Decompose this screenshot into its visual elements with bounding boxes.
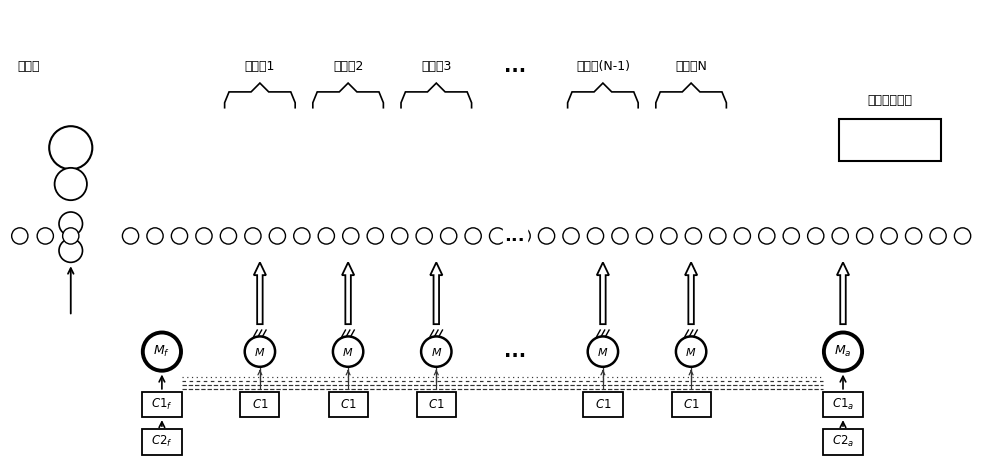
Text: 精札机: 精札机 xyxy=(18,60,40,73)
Circle shape xyxy=(441,228,457,244)
Circle shape xyxy=(421,336,451,367)
Circle shape xyxy=(832,228,848,244)
Circle shape xyxy=(37,228,53,244)
Text: 辗道组3: 辗道组3 xyxy=(421,60,451,73)
Polygon shape xyxy=(342,263,354,324)
Circle shape xyxy=(930,228,946,244)
Circle shape xyxy=(269,228,286,244)
Polygon shape xyxy=(430,263,442,324)
Text: $C1$: $C1$ xyxy=(340,398,356,411)
Circle shape xyxy=(676,336,706,367)
Circle shape xyxy=(416,228,432,244)
Bar xyxy=(839,119,941,161)
Circle shape xyxy=(759,228,775,244)
Text: $C1$: $C1$ xyxy=(683,398,699,411)
Circle shape xyxy=(245,336,275,367)
Circle shape xyxy=(59,212,83,235)
Text: 辗道组N: 辗道组N xyxy=(675,60,707,73)
Text: $M$: $M$ xyxy=(431,345,442,358)
Circle shape xyxy=(538,228,555,244)
Circle shape xyxy=(905,228,922,244)
Circle shape xyxy=(196,228,212,244)
Circle shape xyxy=(49,126,92,169)
Circle shape xyxy=(63,228,79,244)
Bar xyxy=(583,392,622,417)
Bar xyxy=(417,392,456,417)
Circle shape xyxy=(143,332,181,371)
Bar xyxy=(142,429,182,454)
Circle shape xyxy=(59,239,83,263)
Text: $M$: $M$ xyxy=(342,345,354,358)
Text: $M$: $M$ xyxy=(254,345,266,358)
Circle shape xyxy=(465,228,481,244)
Polygon shape xyxy=(685,263,697,324)
Text: ...: ... xyxy=(504,342,526,361)
Text: $M_a$: $M_a$ xyxy=(834,344,852,359)
Text: $C1$: $C1$ xyxy=(252,398,268,411)
Circle shape xyxy=(318,228,334,244)
Polygon shape xyxy=(254,263,266,324)
Circle shape xyxy=(171,228,188,244)
Polygon shape xyxy=(597,263,609,324)
Circle shape xyxy=(588,336,618,367)
Circle shape xyxy=(685,228,702,244)
Circle shape xyxy=(245,228,261,244)
Text: ...: ... xyxy=(504,227,525,245)
Bar xyxy=(142,392,182,417)
Circle shape xyxy=(294,228,310,244)
Circle shape xyxy=(392,228,408,244)
Circle shape xyxy=(636,228,653,244)
Circle shape xyxy=(612,228,628,244)
Text: $C2_a$: $C2_a$ xyxy=(832,434,854,449)
Circle shape xyxy=(824,332,862,371)
Circle shape xyxy=(12,228,28,244)
Text: $C1_f$: $C1_f$ xyxy=(151,397,173,412)
Polygon shape xyxy=(837,263,849,324)
Circle shape xyxy=(661,228,677,244)
Text: $M$: $M$ xyxy=(597,345,609,358)
Text: $C1$: $C1$ xyxy=(428,398,445,411)
Circle shape xyxy=(881,228,897,244)
Text: $C1_a$: $C1_a$ xyxy=(832,397,854,412)
Circle shape xyxy=(343,228,359,244)
Circle shape xyxy=(587,228,604,244)
Circle shape xyxy=(489,228,506,244)
Text: 辗道组1: 辗道组1 xyxy=(245,60,275,73)
Circle shape xyxy=(734,228,750,244)
Circle shape xyxy=(857,228,873,244)
Text: 控制冷却装置: 控制冷却装置 xyxy=(868,94,913,107)
Bar xyxy=(823,429,863,454)
Circle shape xyxy=(122,228,139,244)
Circle shape xyxy=(710,228,726,244)
Circle shape xyxy=(55,168,87,200)
Bar xyxy=(672,392,711,417)
Text: ...: ... xyxy=(504,57,526,76)
Circle shape xyxy=(563,228,579,244)
Text: $M$: $M$ xyxy=(685,345,697,358)
Bar xyxy=(328,392,368,417)
Text: 辗道组2: 辗道组2 xyxy=(333,60,363,73)
Circle shape xyxy=(220,228,237,244)
Text: 辗道组(N-1): 辗道组(N-1) xyxy=(576,60,630,73)
Text: $M_f$: $M_f$ xyxy=(153,344,170,359)
Circle shape xyxy=(783,228,799,244)
Text: $C2_f$: $C2_f$ xyxy=(151,434,173,449)
Circle shape xyxy=(367,228,383,244)
Text: $C1$: $C1$ xyxy=(595,398,611,411)
Circle shape xyxy=(147,228,163,244)
Bar xyxy=(240,392,279,417)
Circle shape xyxy=(808,228,824,244)
Bar xyxy=(823,392,863,417)
Circle shape xyxy=(514,228,530,244)
Circle shape xyxy=(333,336,363,367)
Circle shape xyxy=(954,228,971,244)
